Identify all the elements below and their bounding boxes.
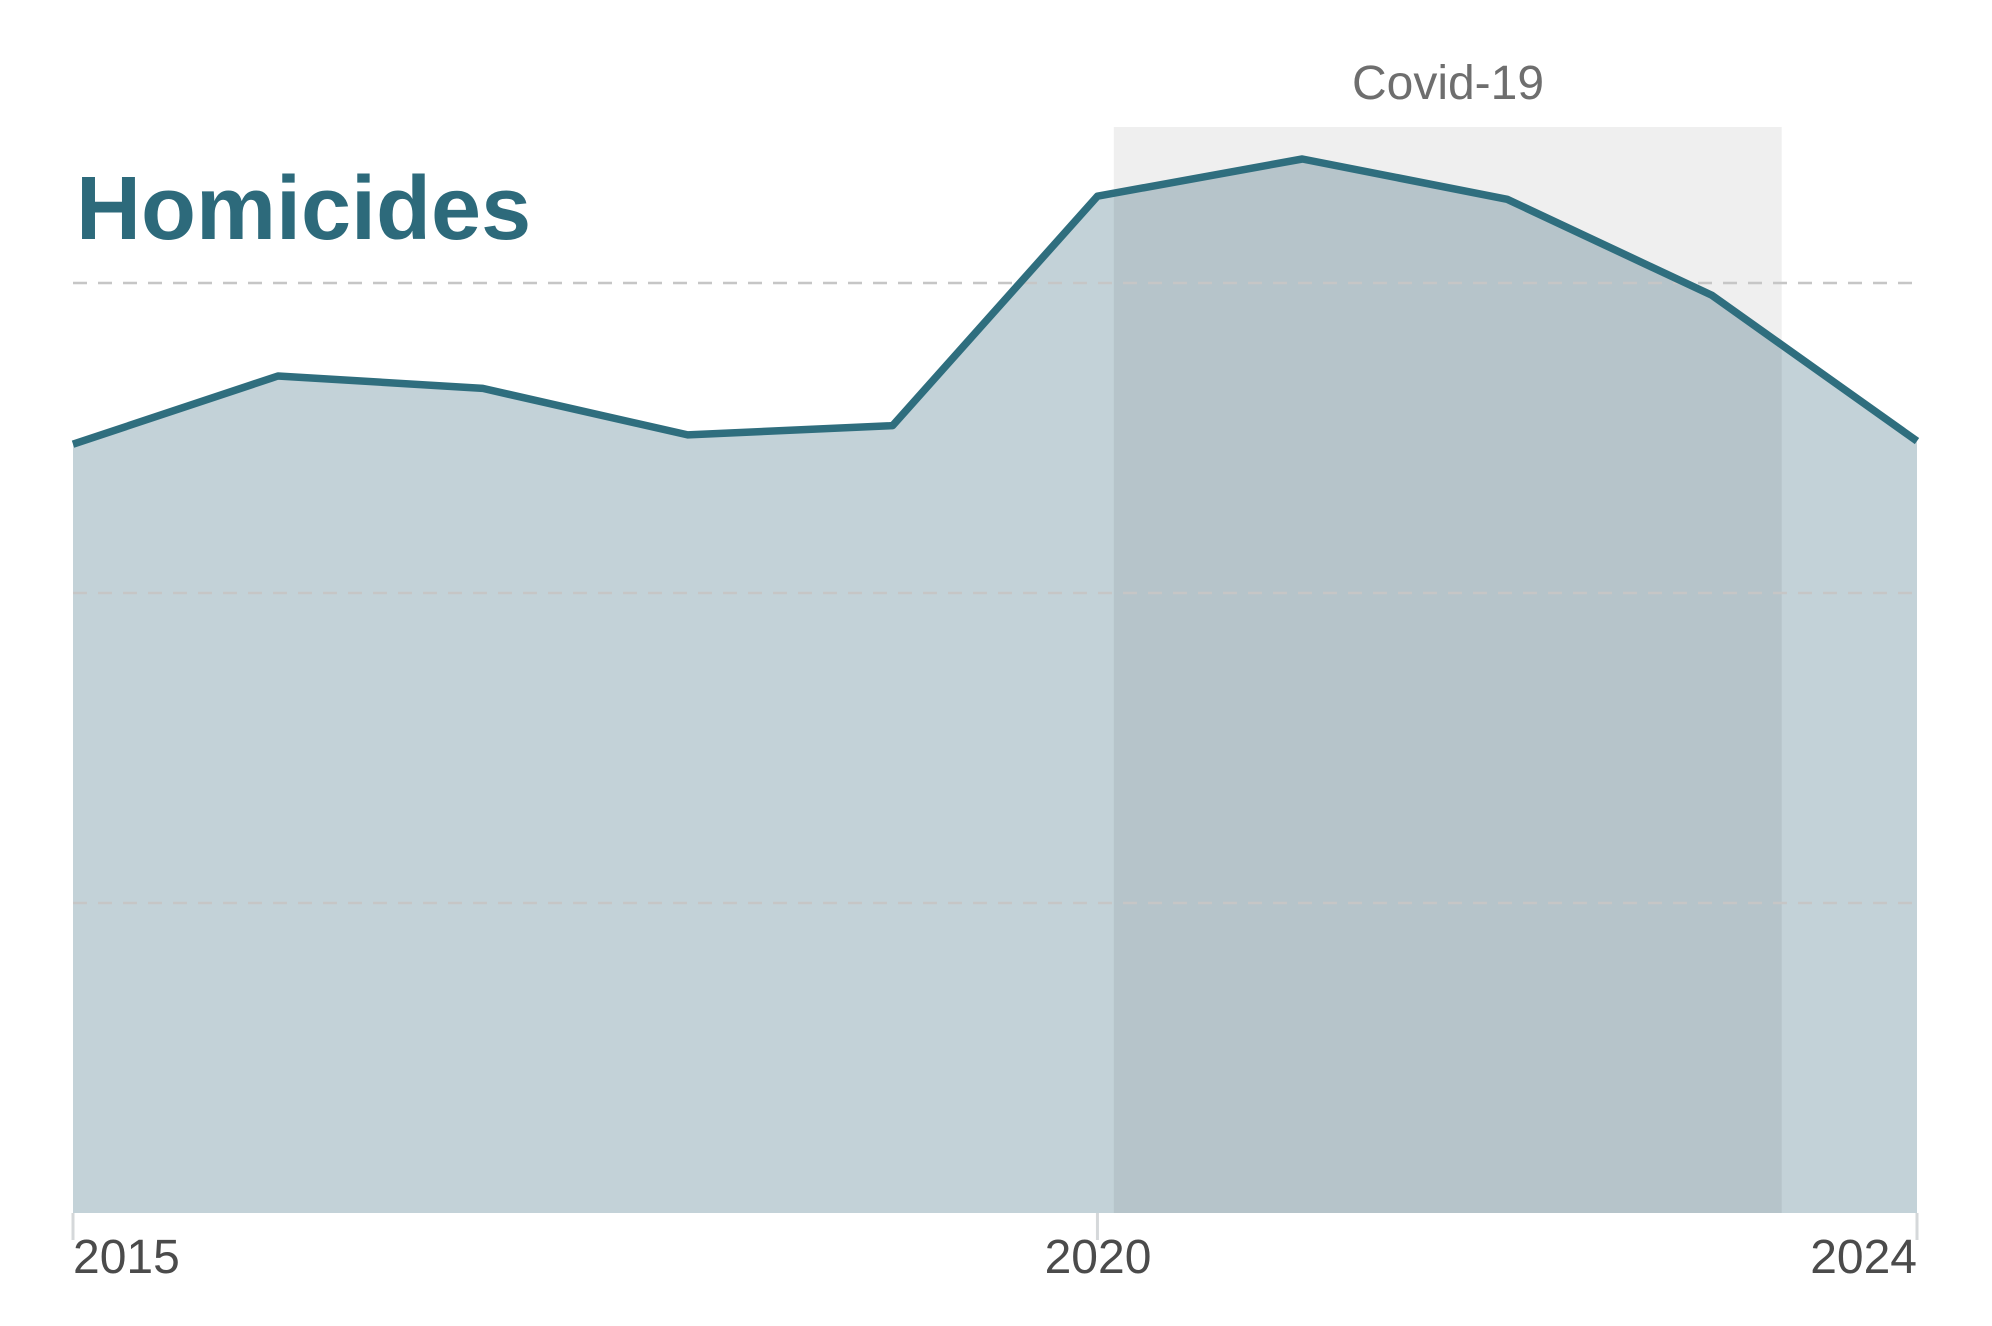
x-axis-ticks bbox=[71, 1213, 1919, 1240]
area-fill bbox=[73, 159, 1917, 1213]
chart-title: Homicides bbox=[76, 159, 532, 259]
x-axis-label-2024: 2024 bbox=[1810, 1231, 1917, 1284]
x-axis-label-2020: 2020 bbox=[1044, 1231, 1152, 1284]
gridlines bbox=[73, 281, 1917, 905]
covid-region-label: Covid-19 bbox=[1351, 57, 1545, 110]
trend-line bbox=[71, 155, 1920, 448]
covid-shaded-region bbox=[1113, 127, 1782, 1213]
x-axis-label-2015: 2015 bbox=[73, 1231, 180, 1284]
